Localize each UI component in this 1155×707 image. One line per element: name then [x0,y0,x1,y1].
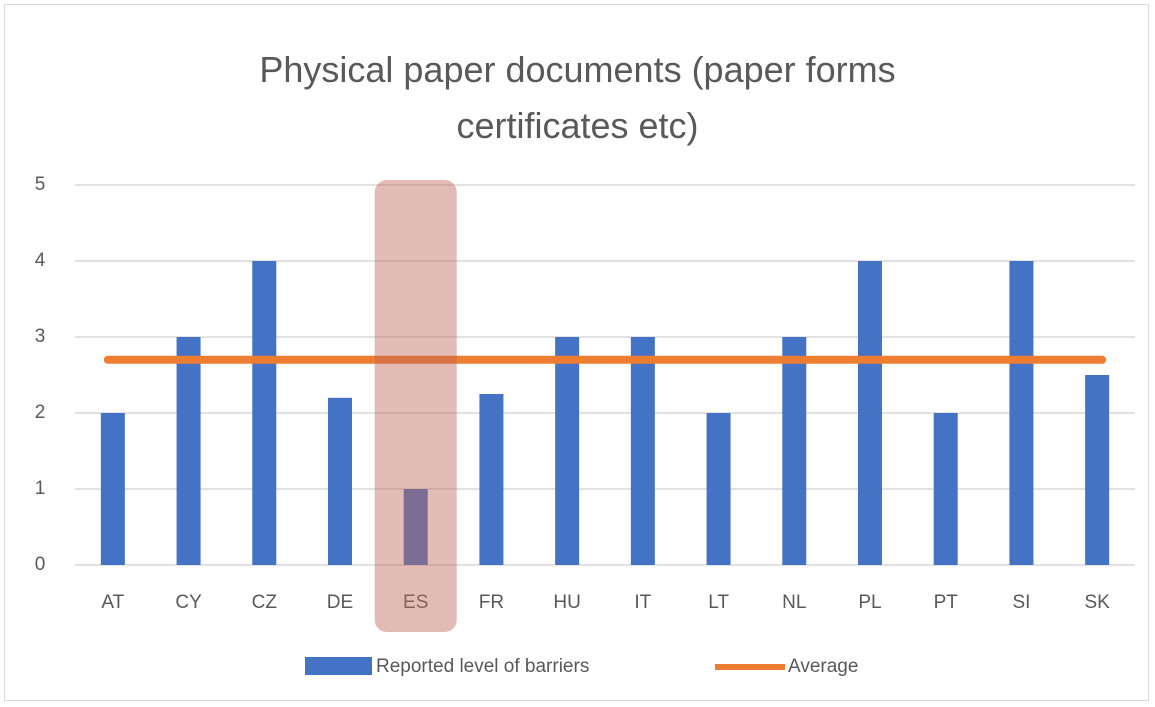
legend-label: Average [788,656,858,677]
chart-border [4,4,1149,701]
bar [176,337,201,565]
chart-title: Physical paper documents (paper forms ce… [259,49,896,146]
bar [706,413,731,565]
y-tick-label: 1 [35,478,46,499]
bar [1085,375,1110,565]
bar [555,337,580,565]
x-tick-label: CY [175,592,202,613]
bar [100,413,125,565]
x-tick-label: CZ [252,592,278,613]
legend-swatch [305,657,372,675]
bar [630,337,655,565]
y-tick-label: 5 [35,174,46,195]
bar [933,413,958,565]
x-tick-label: LT [708,592,729,613]
x-tick-label: ES [403,592,428,613]
legend-label: Reported level of barriers [376,656,589,677]
x-tick-label: AT [101,592,124,613]
bar [328,397,352,565]
x-tick-label: HU [553,592,580,613]
bar [858,261,882,565]
highlight-box [374,180,457,632]
bar [252,261,277,565]
bar [479,394,504,565]
x-tick-label: FR [479,592,504,613]
x-tick-label: IT [634,592,651,613]
y-tick-label: 0 [35,554,46,575]
y-tick-label: 3 [35,326,46,347]
chart-title-box: Physical paper documents (paper forms ce… [0,42,1155,154]
x-tick-label: PL [858,592,881,613]
y-tick-label: 2 [35,402,46,423]
bar [782,337,807,565]
bar [403,489,428,565]
bar [1009,261,1034,565]
x-tick-label: NL [782,592,806,613]
x-tick-label: PT [934,592,959,613]
x-tick-label: SK [1084,592,1110,613]
y-tick-label: 4 [35,250,46,271]
x-tick-label: DE [327,592,353,613]
x-tick-label: SI [1012,592,1030,613]
